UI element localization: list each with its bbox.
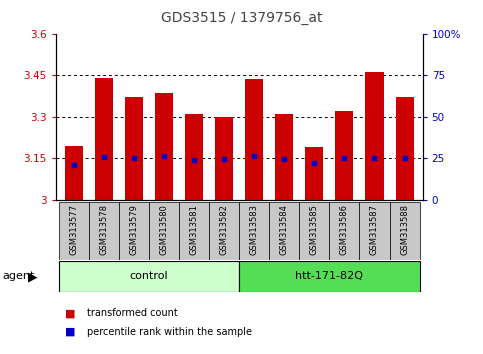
- Text: GSM313578: GSM313578: [99, 204, 108, 255]
- Text: ■: ■: [65, 308, 76, 318]
- Text: GSM313588: GSM313588: [400, 204, 409, 255]
- Bar: [95, 78, 113, 200]
- Bar: [209, 202, 239, 260]
- Text: ▶: ▶: [28, 270, 38, 283]
- Text: GSM313584: GSM313584: [280, 204, 289, 255]
- Bar: [305, 147, 323, 200]
- Text: GSM313579: GSM313579: [129, 204, 138, 255]
- Bar: [119, 202, 149, 260]
- Bar: [58, 202, 89, 260]
- Text: GSM313581: GSM313581: [189, 204, 199, 255]
- Text: GSM313582: GSM313582: [220, 204, 228, 255]
- Text: control: control: [129, 272, 168, 281]
- Text: GDS3515 / 1379756_at: GDS3515 / 1379756_at: [161, 11, 322, 25]
- Text: transformed count: transformed count: [87, 308, 178, 318]
- Bar: [329, 202, 359, 260]
- Text: agent: agent: [2, 272, 35, 281]
- Bar: [299, 202, 329, 260]
- Bar: [269, 202, 299, 260]
- Bar: [389, 202, 420, 260]
- Bar: [239, 202, 269, 260]
- Bar: [58, 261, 239, 292]
- Bar: [239, 261, 420, 292]
- Text: GSM313577: GSM313577: [69, 204, 78, 255]
- Bar: [185, 114, 203, 200]
- Bar: [179, 202, 209, 260]
- Bar: [89, 202, 119, 260]
- Bar: [359, 202, 389, 260]
- Bar: [215, 117, 233, 200]
- Text: GSM313580: GSM313580: [159, 204, 169, 255]
- Bar: [335, 111, 354, 200]
- Bar: [125, 97, 143, 200]
- Bar: [155, 93, 173, 200]
- Text: ■: ■: [65, 327, 76, 337]
- Bar: [149, 202, 179, 260]
- Text: GSM313585: GSM313585: [310, 204, 319, 255]
- Text: percentile rank within the sample: percentile rank within the sample: [87, 327, 252, 337]
- Bar: [245, 79, 263, 200]
- Text: GSM313587: GSM313587: [370, 204, 379, 255]
- Bar: [275, 114, 293, 200]
- Text: htt-171-82Q: htt-171-82Q: [295, 272, 363, 281]
- Bar: [396, 97, 413, 200]
- Text: GSM313583: GSM313583: [250, 204, 258, 255]
- Bar: [366, 73, 384, 200]
- Text: GSM313586: GSM313586: [340, 204, 349, 255]
- Bar: [65, 146, 83, 200]
